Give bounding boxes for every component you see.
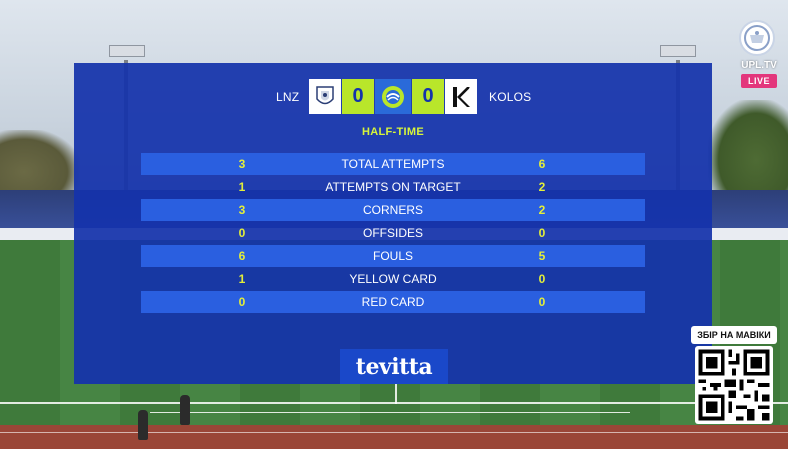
trees-left — [0, 130, 80, 200]
stat-row: 1 YELLOW CARD 0 — [141, 268, 645, 290]
stat-label: CORNERS — [362, 203, 423, 217]
pitch-line — [150, 412, 630, 413]
stat-away-value: 2 — [538, 180, 546, 194]
stat-row: 3 TOTAL ATTEMPTS 6 — [141, 153, 645, 175]
stat-home-value: 3 — [238, 203, 246, 217]
stat-label: TOTAL ATTEMPTS — [341, 157, 445, 171]
stat-away-value: 5 — [538, 249, 546, 263]
track-line — [0, 432, 788, 433]
donation-title: ЗБІР НА МАВІКИ — [691, 326, 777, 344]
stat-label: ATTEMPTS ON TARGET — [325, 180, 461, 194]
stat-home-value: 6 — [238, 249, 246, 263]
upl-league-icon — [375, 79, 411, 114]
stat-row: 3 CORNERS 2 — [141, 199, 645, 221]
stat-home-value: 1 — [238, 272, 246, 286]
away-score: 0 — [412, 79, 444, 114]
stat-away-value: 0 — [538, 272, 546, 286]
home-score: 0 — [342, 79, 374, 114]
floodlight-right — [660, 45, 696, 57]
qr-code-icon[interactable] — [695, 346, 773, 424]
person — [138, 410, 148, 440]
match-period: HALF-TIME — [362, 126, 424, 138]
lnz-crest-icon — [309, 79, 341, 114]
stat-label: OFFSIDES — [362, 226, 423, 240]
stat-home-value: 3 — [238, 157, 246, 171]
away-team-name: KOLOS — [489, 90, 532, 104]
stat-home-value: 0 — [238, 226, 246, 240]
donation-qr-card: ЗБІР НА МАВІКИ — [691, 326, 777, 425]
sponsor-name: tevitta — [355, 353, 433, 380]
channel-name: UPL.TV — [741, 60, 777, 71]
trees-right — [708, 100, 788, 200]
floodlight-left — [109, 45, 145, 57]
pitch-line — [395, 384, 397, 404]
stat-home-value: 0 — [238, 295, 246, 309]
person — [180, 395, 190, 425]
upl-tv-logo-icon — [739, 20, 775, 56]
scorebar: LNZ 0 0 KOLOS — [74, 79, 712, 114]
stat-away-value: 0 — [538, 295, 546, 309]
stat-label: FOULS — [372, 249, 413, 263]
stat-row: 6 FOULS 5 — [141, 245, 645, 267]
stat-row: 0 RED CARD 0 — [141, 291, 645, 313]
stat-away-value: 6 — [538, 157, 546, 171]
stat-row: 0 OFFSIDES 0 — [141, 222, 645, 244]
stat-label: RED CARD — [361, 295, 425, 309]
stat-label: YELLOW CARD — [349, 272, 437, 286]
stat-away-value: 0 — [538, 226, 546, 240]
stat-home-value: 1 — [238, 180, 246, 194]
home-team-name: LNZ — [276, 90, 300, 104]
live-badge: LIVE — [741, 74, 777, 88]
stat-away-value: 2 — [538, 203, 546, 217]
sponsor-logo: tevitta — [340, 349, 448, 384]
running-track — [0, 425, 788, 449]
stat-row: 1 ATTEMPTS ON TARGET 2 — [141, 176, 645, 198]
kolos-crest-icon — [445, 79, 477, 114]
match-stats-panel: LNZ 0 0 KOLOS — [74, 63, 712, 384]
pitch-line — [0, 402, 788, 404]
